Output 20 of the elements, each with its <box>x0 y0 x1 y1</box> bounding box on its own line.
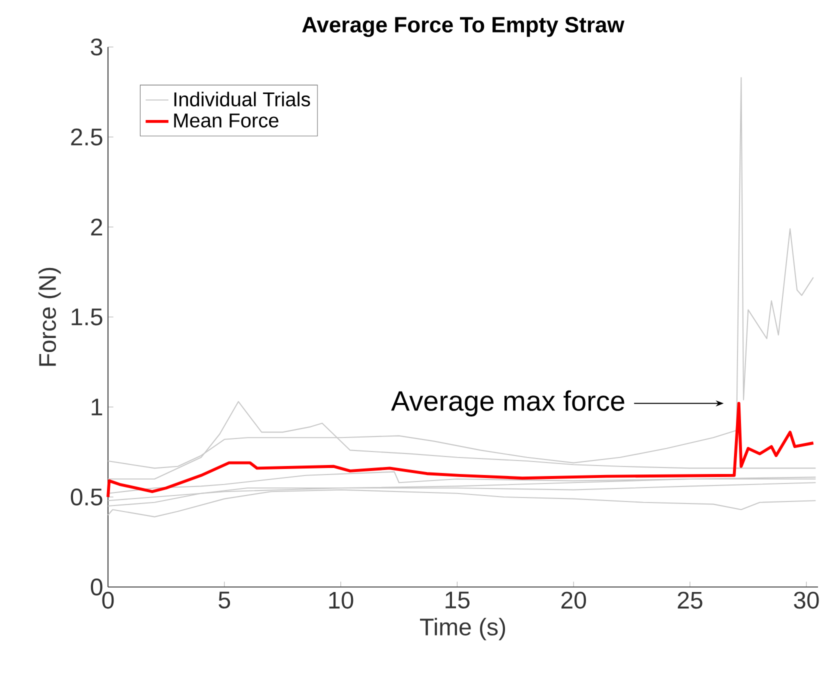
y-tick-label: 1 <box>92 398 102 416</box>
chart-title: Average Force To Empty Straw <box>302 16 624 37</box>
y-tick-label: 0.5 <box>70 488 102 506</box>
y-tick-label: 2 <box>91 218 102 236</box>
annotation: Average max force <box>391 390 624 416</box>
y-axis-title: Force (N) <box>38 268 61 366</box>
x-tick-label: 25 <box>678 592 702 609</box>
y-tick-label: 3 <box>90 38 102 56</box>
y-tick-label: 1.5 <box>72 308 102 326</box>
y-tick-label: 2.5 <box>71 128 102 146</box>
x-tick-label: 5 <box>218 592 230 608</box>
x-tick-label: 15 <box>446 592 470 608</box>
x-tick-label: 10 <box>329 592 354 609</box>
x-axis-title: Time (s) <box>420 618 506 640</box>
y-tick-label: 0 <box>90 578 102 596</box>
x-tick-label: 20 <box>561 592 586 609</box>
x-tick-label: 30 <box>794 592 819 609</box>
x-tick-label: 0 <box>102 592 114 609</box>
legend-label: Mean Force <box>174 114 278 128</box>
legend-label: Individual Trials <box>174 92 310 106</box>
